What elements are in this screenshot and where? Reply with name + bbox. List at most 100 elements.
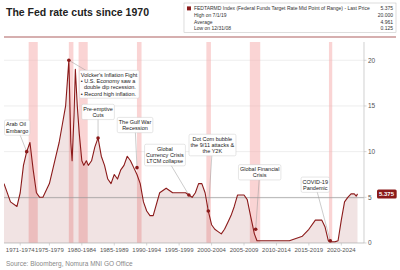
annotation-text: GlobalCurrency CrisisLTCM collapse [146,146,184,165]
annotation-dot [254,227,258,231]
x-tick [341,243,342,246]
x-tick-label: 2000-2004 [197,247,226,253]
legend-swatch [187,6,191,10]
annotation-text: The Gulf WarRecession [119,119,152,131]
y-tick-label: 5 [368,194,372,201]
annotation-leader [315,185,330,241]
annotation-text: Pre-emptiveCuts [83,106,113,118]
x-axis-line [4,243,364,244]
annotation-line: Pre-emptive [83,106,113,112]
annotation-line: Global [157,146,173,152]
y-tick [364,243,367,244]
annotation-line: Crisis [253,172,267,178]
legend-value: 20.000 [378,12,394,18]
legend-box [184,3,396,32]
legend-label: Average [194,19,213,25]
x-tick [244,243,245,246]
x-tick [81,243,82,246]
title: The Fed rate cuts since 1970 [6,6,149,18]
annotation-dot [207,209,211,213]
annotation-line: COVID-19 [303,179,328,185]
annotation-box [117,117,153,132]
x-tick [276,243,277,246]
y-tick [364,60,367,61]
x-tick [179,243,180,246]
y-axis-line [364,42,365,243]
annotation: GlobalCurrency CrisisLTCM collapse [145,144,189,195]
chart: The Fed rate cuts since 1970 0 5 10 15 20 1971… [0,0,400,270]
annotation: Global FinancialCrisis [238,165,280,230]
annotation-text: Volcker's Inflation Fight• U.S. Economy … [81,72,138,97]
x-tick [308,243,309,246]
x-tick [114,243,115,246]
y-tick-label: 15 [368,102,376,109]
annotation-dot [25,150,29,154]
x-tick [211,243,212,246]
legend-value: 4.961 [380,19,393,25]
annotation-dot [67,58,71,62]
x-tick-label: 1971-1974 [6,247,35,253]
annotation-dot [187,193,191,197]
last-price-box [377,189,397,198]
annotation-box [301,177,329,192]
annotation-box [79,70,139,98]
area-fill [4,60,358,243]
annotation-line: LTCM collapse [147,158,183,164]
annotation-box [145,144,186,166]
annotation-line: Dot Com bubble [192,136,232,142]
source: Source: Bloomberg, Nomura MNI GO Office [6,260,133,268]
last-price-label: 5.375 [379,191,395,197]
grid-line [4,243,364,244]
legend-value: 5.375 [380,5,393,11]
annotation-line: the 9/11 attacks & [191,142,235,148]
annotation-line: The Gulf War [119,119,152,125]
x-tick [49,243,50,246]
annotation-line: Embargo [6,128,28,134]
x-tick-label: 1990-1994 [132,247,161,253]
y-tick [364,197,367,198]
x-tick-label: 2010-2014 [262,247,291,253]
annotation-leader [256,172,260,229]
annotation-line: Cuts [92,112,104,118]
plot [4,42,364,243]
x-tick-label: 1985-1989 [100,247,129,253]
annotation-dot [328,239,332,243]
legend-label: High on 7/1/19 [194,12,227,18]
annotation-box [5,120,30,135]
annotation-line: Currency Crisis [146,152,184,158]
annotation-line: • U.S. Economy saw a [81,78,136,84]
annotation: Arab OilEmbargo [5,120,30,152]
grid-line [4,60,364,61]
legend-value: 0.125 [380,25,393,31]
annotation: Dot Com bubblethe 9/11 attacks &the Y2K [189,134,236,211]
legend-label: Low on 12/31/08 [194,25,231,31]
annotation: Pre-emptiveCuts [82,104,115,138]
x-tick-label: 1980-1984 [67,247,96,253]
y-tick-label: 10 [368,148,376,155]
annotation-text: Dot Com bubblethe 9/11 attacks &the Y2K [191,136,235,155]
annotation: COVID-19Pandemic [301,177,330,241]
x-tick-label: 2020-2024 [327,247,356,253]
annotation-box [238,165,280,180]
y-tick-label: 20 [368,57,376,64]
annotation-line: Pandemic [303,185,328,191]
annotation-line: Volcker's Inflation Fight [81,72,138,78]
annotation-text: Arab OilEmbargo [6,121,28,133]
annotation-line: Arab Oil [6,121,26,127]
annotation-box [189,134,236,156]
rate-line [4,60,358,242]
annotation-text: COVID-19Pandemic [303,179,328,191]
recession-shade [250,42,260,243]
x-tick-label: 2005-2009 [230,247,259,253]
annotation-dot [135,166,139,170]
annotation-text: Global FinancialCrisis [240,166,279,178]
annotation-line: Recession [122,125,148,131]
annotation-line: double dip recession. [81,84,137,90]
y-tick-label: 0 [368,239,372,246]
x-tick [20,243,21,246]
annotation-line: • Record high inflation. [81,91,137,97]
y-tick [364,105,367,106]
x-tick-label: 1995-1999 [165,247,194,253]
separator [4,37,396,38]
y-tick [364,151,367,152]
